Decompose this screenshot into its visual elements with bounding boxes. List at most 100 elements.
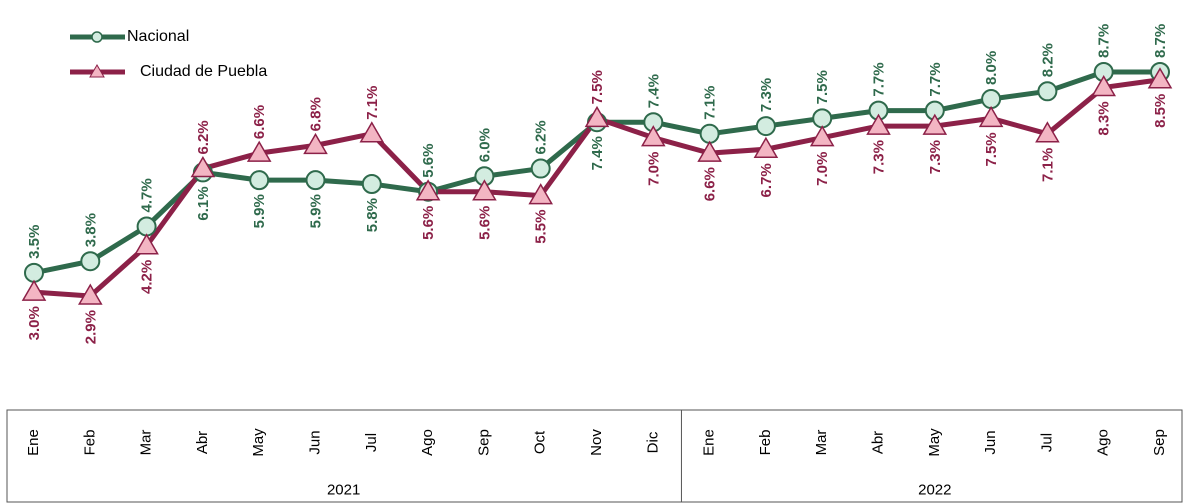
x-tick-label: Ago	[419, 429, 436, 456]
data-label: 8.7%	[1096, 24, 1113, 58]
x-tick-label: Oct	[532, 430, 549, 454]
x-tick-label: Nov	[588, 429, 605, 456]
data-label: 6.2%	[195, 120, 212, 154]
data-label: 7.3%	[870, 140, 887, 174]
data-label: 7.0%	[814, 152, 831, 186]
data-label: 6.2%	[533, 120, 550, 154]
data-label: 6.6%	[702, 167, 719, 201]
x-tick-label: Abr	[194, 431, 211, 454]
data-label: 7.1%	[702, 86, 719, 120]
data-label: 3.5%	[26, 225, 43, 259]
data-label: 7.4%	[589, 136, 606, 170]
data-label: 7.7%	[927, 62, 944, 96]
data-label: 7.1%	[1039, 148, 1056, 182]
data-label: 7.0%	[645, 152, 662, 186]
data-label: 6.0%	[476, 128, 493, 162]
data-point	[246, 140, 272, 162]
data-label: 8.3%	[1096, 101, 1113, 135]
x-tick-label: Feb	[81, 430, 98, 456]
data-point	[134, 233, 159, 255]
data-point	[415, 179, 441, 201]
data-label: 7.5%	[983, 132, 1000, 166]
data-label: 7.5%	[814, 70, 831, 104]
data-point	[361, 174, 382, 194]
data-point	[1147, 67, 1173, 89]
year-label: 2021	[327, 481, 360, 498]
x-tick-label: May	[926, 428, 943, 457]
data-label: 3.0%	[26, 306, 43, 340]
x-tick-label: Sep	[1151, 429, 1168, 456]
x-tick-label: Jul	[363, 433, 380, 452]
data-label: 4.7%	[139, 178, 156, 212]
data-label: 5.9%	[251, 194, 268, 228]
data-point	[21, 279, 47, 301]
data-label: 6.8%	[307, 97, 324, 131]
data-point	[753, 136, 779, 158]
data-point	[812, 108, 833, 129]
x-tick-label: Dic	[644, 431, 661, 453]
data-label: 7.1%	[364, 86, 381, 120]
data-label: 7.4%	[645, 74, 662, 108]
data-label: 6.7%	[758, 163, 775, 197]
x-tick-label: Ene	[701, 429, 718, 456]
data-label: 6.1%	[195, 186, 212, 220]
data-label: 7.3%	[927, 140, 944, 174]
data-label: 8.0%	[983, 51, 1000, 85]
x-tick-label: Ene	[25, 429, 42, 456]
data-label: 3.8%	[82, 213, 99, 247]
data-label: 8.5%	[1152, 94, 1169, 128]
data-label: 5.6%	[476, 206, 493, 240]
x-tick-label: Feb	[757, 430, 774, 456]
data-point	[981, 89, 1002, 110]
data-point	[640, 125, 666, 147]
data-label: 6.6%	[251, 105, 268, 139]
data-point	[1035, 121, 1060, 143]
data-point	[472, 179, 497, 201]
x-tick-label: Jun	[306, 430, 323, 454]
data-point	[249, 170, 270, 191]
data-label: 8.2%	[1039, 43, 1056, 77]
data-label: 5.5%	[533, 210, 550, 244]
legend-marker	[89, 64, 105, 78]
data-point	[528, 183, 554, 205]
data-point	[809, 125, 835, 147]
x-tick-label: Mar	[138, 430, 155, 456]
data-point	[584, 105, 610, 128]
data-point	[1037, 81, 1058, 102]
data-point	[697, 140, 722, 162]
data-label: 5.9%	[307, 194, 324, 228]
data-point	[699, 123, 720, 144]
legend-label: Ciudad de Puebla	[140, 63, 267, 80]
data-point	[530, 158, 551, 179]
data-label: 4.2%	[139, 260, 156, 294]
data-label: 2.9%	[82, 310, 99, 344]
data-label: 5.6%	[420, 206, 437, 240]
data-point	[190, 156, 216, 178]
data-label: 5.6%	[420, 144, 437, 178]
data-point	[80, 251, 101, 272]
data-point	[755, 116, 776, 137]
x-tick-label: Jul	[1038, 433, 1055, 452]
data-point	[978, 105, 1004, 128]
data-point	[922, 113, 948, 135]
legend-marker	[91, 31, 103, 43]
x-tick-label: May	[250, 428, 267, 457]
legend-label: Nacional	[127, 28, 189, 45]
x-tick-label: Ago	[1095, 429, 1112, 456]
data-point	[305, 170, 326, 191]
x-tick-label: Mar	[813, 430, 830, 456]
data-point	[77, 283, 103, 305]
data-label: 7.7%	[870, 62, 887, 96]
data-point	[359, 121, 385, 143]
data-label: 5.8%	[364, 198, 381, 232]
year-label: 2022	[918, 481, 951, 498]
data-point	[136, 216, 157, 237]
x-tick-label: Abr	[869, 431, 886, 454]
data-point	[866, 113, 891, 135]
data-label: 8.7%	[1152, 24, 1169, 58]
category-table	[6, 409, 1183, 503]
data-point	[303, 132, 328, 155]
data-label: 7.5%	[589, 70, 606, 104]
data-point	[1091, 74, 1117, 97]
